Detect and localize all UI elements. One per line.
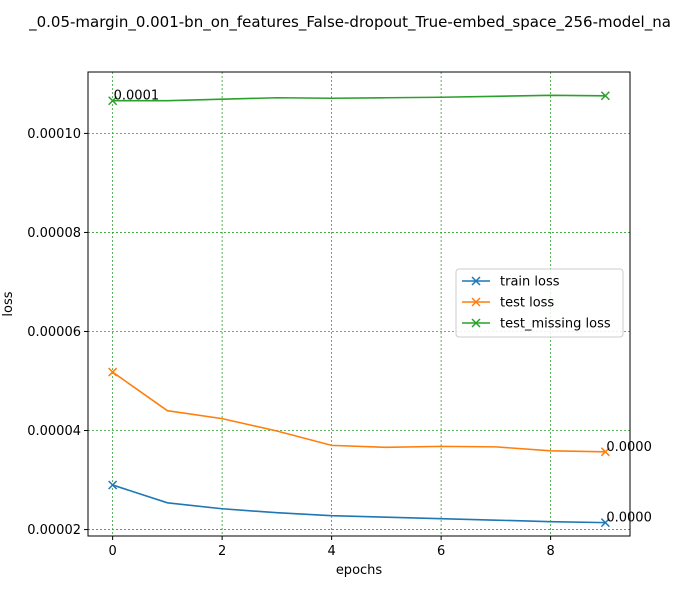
marker-stroke xyxy=(600,447,610,457)
series-lines xyxy=(112,94,606,524)
data-point-marker xyxy=(600,518,610,528)
marker-stroke xyxy=(471,276,481,286)
y-tick-label: 0.00010 xyxy=(27,127,81,142)
legend-label: test loss xyxy=(500,296,554,311)
y-tick-label: 0.00002 xyxy=(27,523,81,538)
series-line xyxy=(112,484,606,524)
y-tick-label: 0.00008 xyxy=(27,226,81,241)
marker-stroke xyxy=(471,318,481,328)
chart-title: _0.05-margin_0.001-bn_on_features_False-… xyxy=(28,13,671,32)
y-tick-label: 0.00004 xyxy=(27,424,81,439)
marker-stroke xyxy=(108,480,118,490)
marker-stroke xyxy=(600,91,610,101)
data-point-marker xyxy=(600,447,610,457)
point-annotation: 0.0000 xyxy=(606,440,652,455)
y-axis-label: loss xyxy=(1,291,16,316)
x-tick-label: 0 xyxy=(108,544,116,559)
legend-marker xyxy=(471,318,481,328)
legend-label: train loss xyxy=(500,275,560,290)
series-line xyxy=(112,94,606,102)
data-point-marker xyxy=(600,91,610,101)
plot-area-frame xyxy=(87,71,631,537)
x-tick-label: 6 xyxy=(437,544,445,559)
legend: train loss test loss test_missing loss xyxy=(455,268,624,338)
marker-stroke xyxy=(600,518,610,528)
data-point-marker xyxy=(108,96,118,106)
data-point-marker xyxy=(108,480,118,490)
legend-marker xyxy=(471,276,481,286)
legend-box xyxy=(455,268,624,338)
point-annotation: 0.0000 xyxy=(606,511,652,526)
marker-stroke xyxy=(108,96,118,106)
x-axis-label: epochs xyxy=(336,563,383,578)
marker-stroke xyxy=(108,367,118,377)
legend-label: test_missing loss xyxy=(500,317,611,332)
x-tick-label: 4 xyxy=(327,544,335,559)
data-point-marker xyxy=(108,367,118,377)
x-axis-ticks: 0 2 4 6 8 xyxy=(108,536,555,559)
series-markers xyxy=(108,91,610,528)
marker-stroke xyxy=(471,297,481,307)
x-tick-label: 8 xyxy=(546,544,554,559)
point-annotations: 0.0001 0.0000 0.0000 xyxy=(114,89,652,526)
y-axis-ticks: 0.00002 0.00004 0.00006 0.00008 0.00010 xyxy=(27,127,88,538)
x-tick-label: 2 xyxy=(218,544,226,559)
y-tick-label: 0.00006 xyxy=(27,325,81,340)
series-line xyxy=(112,371,606,453)
legend-marker xyxy=(471,297,481,307)
point-annotation: 0.0001 xyxy=(114,89,159,104)
